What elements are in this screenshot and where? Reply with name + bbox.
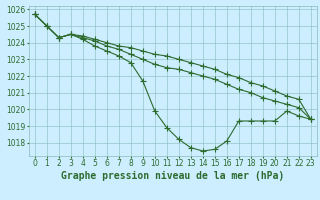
X-axis label: Graphe pression niveau de la mer (hPa): Graphe pression niveau de la mer (hPa) (61, 171, 284, 181)
